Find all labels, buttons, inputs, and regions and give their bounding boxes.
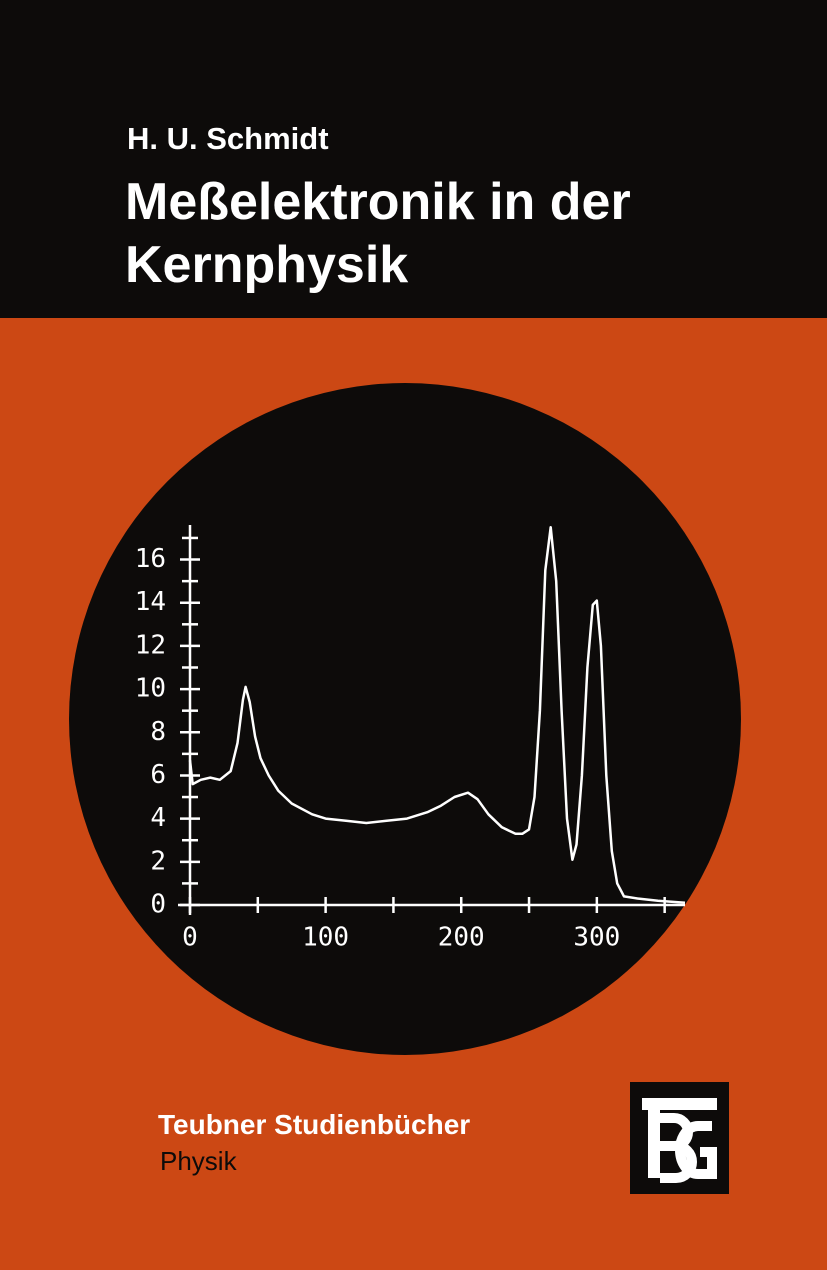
subject: Physik bbox=[160, 1146, 238, 1176]
y-tick-label: 16 bbox=[135, 544, 166, 574]
x-tick-label: 100 bbox=[302, 923, 349, 953]
author: H. U. Schmidt bbox=[127, 121, 329, 156]
y-tick-label: 0 bbox=[150, 890, 166, 920]
series: Teubner Studienbücher bbox=[158, 1109, 470, 1140]
x-tick-label: 200 bbox=[438, 923, 485, 953]
publisher-logo bbox=[630, 1082, 729, 1194]
y-tick-label: 2 bbox=[150, 846, 166, 876]
y-tick-label: 12 bbox=[135, 630, 166, 660]
y-tick-label: 6 bbox=[150, 760, 166, 790]
chart: 0 2 4 6 8 10 12 14 16 0 100 200 300 bbox=[135, 525, 686, 953]
title-line: Meßelektronik in der bbox=[125, 173, 631, 231]
spectrum-line bbox=[188, 525, 686, 905]
scope-circle bbox=[69, 383, 741, 1055]
x-tick-label: 300 bbox=[573, 923, 620, 953]
y-tick-label: 4 bbox=[150, 803, 166, 833]
y-tick-label: 8 bbox=[150, 717, 166, 747]
title-line: Kernphysik bbox=[125, 236, 408, 294]
top-band bbox=[0, 0, 827, 318]
y-tick-label: 14 bbox=[135, 587, 166, 617]
y-tick-label: 10 bbox=[135, 674, 166, 704]
x-tick-label: 0 bbox=[182, 923, 198, 953]
